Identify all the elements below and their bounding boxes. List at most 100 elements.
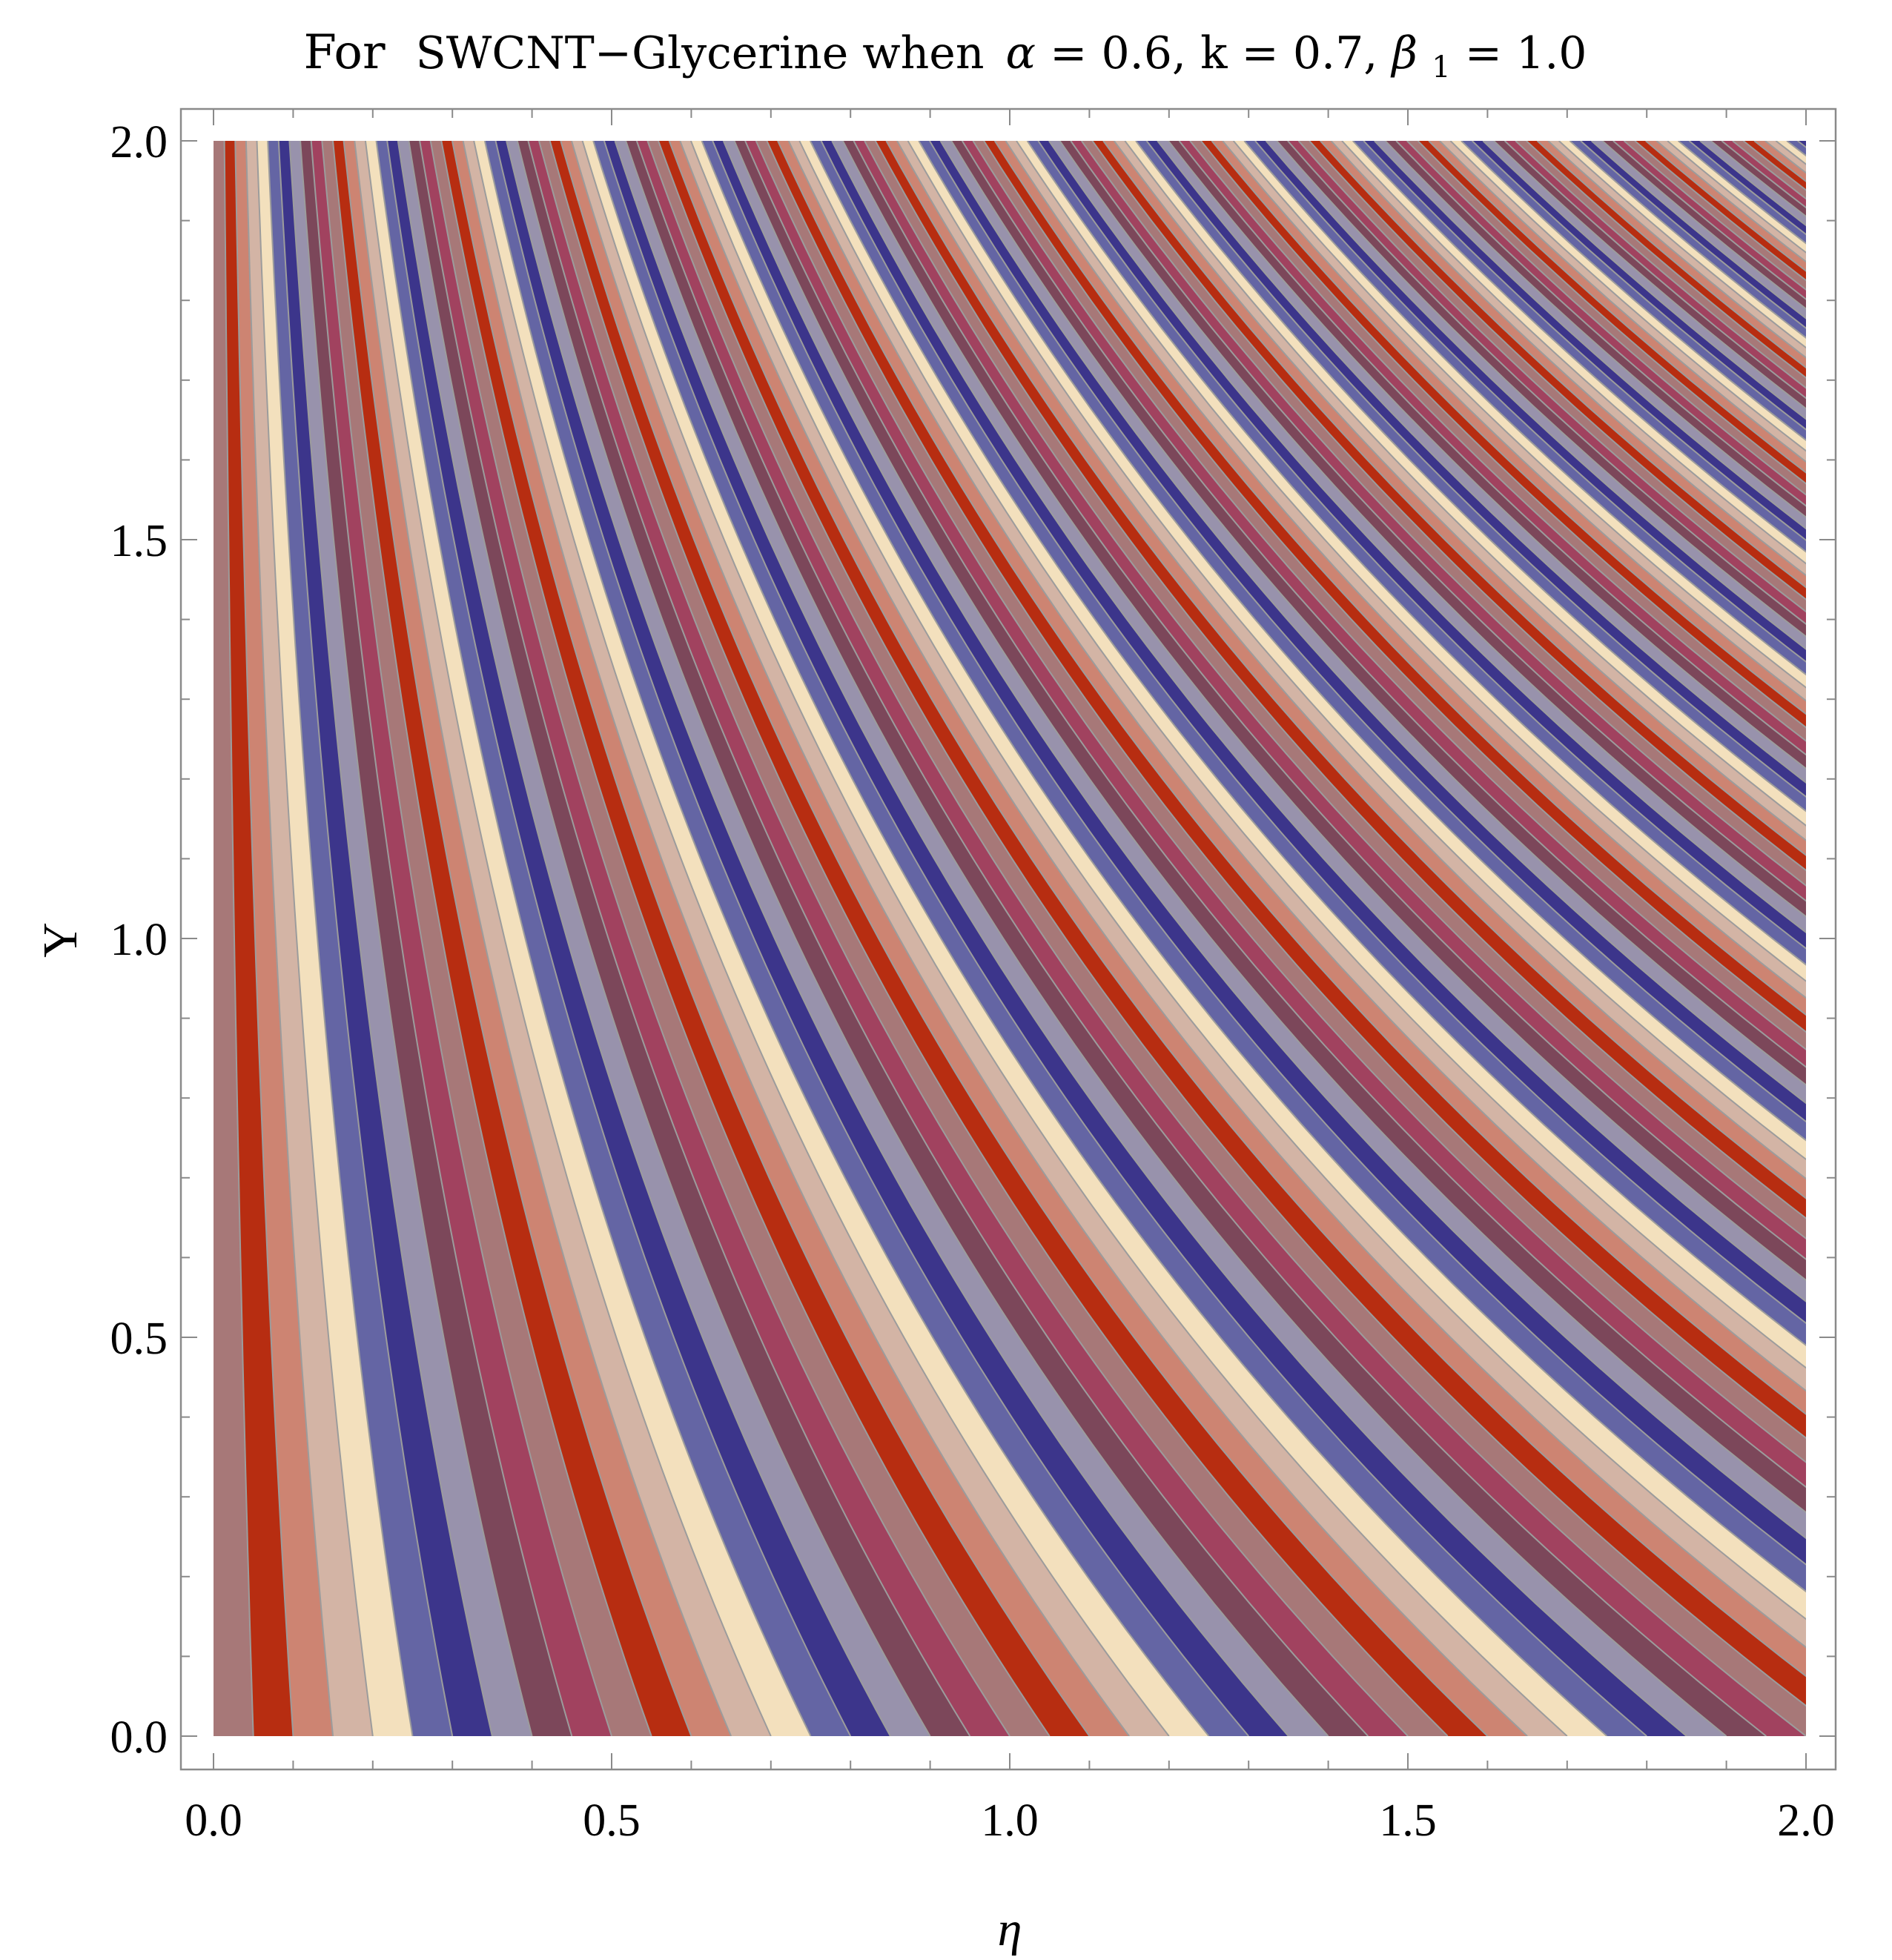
contour-line-27: [506, 141, 1289, 1736]
contour-line-117: [1482, 141, 1806, 420]
contour-band-97: [1266, 141, 1806, 649]
contour-line-79: [1070, 141, 1806, 902]
contour-band-123: [1548, 141, 1806, 358]
contour-band-91: [1200, 141, 1806, 728]
y-axis-label: Y: [33, 922, 87, 958]
y-tick-labels: 0.0 0.5 1.0 1.5 2.0: [110, 117, 168, 1763]
contour-line-87: [1157, 141, 1806, 784]
contour-line-55: [810, 141, 1806, 1347]
contour-band-124: [1558, 141, 1806, 348]
contour-line-88: [1168, 141, 1806, 769]
title-beta-symbol: β: [1390, 27, 1418, 79]
contour-band-92: [1211, 141, 1806, 715]
contour-line-86: [1145, 141, 1806, 798]
contour-line-59: [853, 141, 1806, 1260]
contour-line-51: [766, 141, 1806, 1440]
contour-line-11: [332, 141, 652, 1736]
contour-band-1: [224, 141, 294, 1736]
contour-line-78: [1059, 141, 1806, 918]
contour-line-22: [452, 141, 1091, 1736]
contour-line-97: [1265, 141, 1806, 650]
title-beta-subscript: 1: [1432, 50, 1450, 85]
contour-line-37: [614, 141, 1687, 1736]
contour-line-75: [1026, 141, 1806, 966]
contour-line-54: [798, 141, 1806, 1369]
contour-line-36: [603, 141, 1647, 1736]
contour-band-145: [1787, 141, 1806, 156]
contour-line-56: [820, 141, 1806, 1325]
contour-band-130: [1624, 141, 1806, 290]
contour-line-83: [1113, 141, 1806, 841]
contour-band-121: [1526, 141, 1806, 378]
contour-line-64: [907, 141, 1806, 1161]
contour-line-90: [1189, 141, 1806, 742]
contour-line-41: [658, 141, 1806, 1707]
contour-band-99: [1287, 141, 1806, 624]
contour-line-104: [1341, 141, 1806, 565]
contour-band-110: [1406, 141, 1806, 495]
contour-line-106: [1363, 141, 1806, 541]
contour-line-10: [321, 141, 612, 1736]
contour-line-49: [744, 141, 1806, 1489]
contour-line-23: [462, 141, 1130, 1736]
contour-line-4: [256, 141, 374, 1736]
contour-line-38: [625, 141, 1727, 1736]
contour-band-4: [257, 141, 413, 1736]
contour-line-69: [961, 141, 1806, 1068]
contour-line-26: [494, 141, 1249, 1736]
y-tick-label: 1.0: [110, 915, 168, 965]
contour-line-12: [343, 141, 692, 1736]
contour-line-85: [1135, 141, 1806, 812]
contour-line-72: [993, 141, 1806, 1016]
contour-line-74: [1016, 141, 1806, 982]
contour-band-89: [1179, 141, 1806, 755]
contour-line-103: [1330, 141, 1806, 577]
y-tick-label: 0.5: [110, 1314, 168, 1364]
title-beta-value: = 1.0: [1465, 27, 1587, 79]
contour-line-9: [310, 141, 573, 1736]
contour-line-77: [1048, 141, 1806, 934]
title-alpha-symbol: α: [1006, 27, 1036, 79]
contour-line-33: [571, 141, 1528, 1736]
contour-band-88: [1168, 141, 1806, 769]
contour-line-102: [1320, 141, 1806, 589]
contour-line-65: [918, 141, 1806, 1142]
contour-line-32: [560, 141, 1489, 1736]
x-tick-label: 0.0: [185, 1795, 242, 1846]
x-axis-label: η: [998, 1902, 1022, 1956]
contour-line-5: [267, 141, 414, 1736]
contour-band-128: [1602, 141, 1806, 309]
contour-line-31: [549, 141, 1449, 1736]
contour-band-119: [1504, 141, 1806, 399]
contour-line-109: [1395, 141, 1806, 507]
contour-band-102: [1320, 141, 1806, 588]
contour-line-98: [1276, 141, 1806, 638]
contour-band-127: [1591, 141, 1806, 319]
contour-line-91: [1200, 141, 1806, 729]
contour-line-115: [1461, 141, 1806, 441]
contour-band-120: [1515, 141, 1806, 388]
contour-line-113: [1439, 141, 1806, 463]
title-alpha-value: = 0.6, k = 0.7,: [1050, 27, 1377, 79]
contour-line-20: [429, 141, 1010, 1736]
contour-band-111: [1418, 141, 1806, 484]
contour-line-18: [408, 141, 931, 1736]
contour-line-81: [1091, 141, 1806, 872]
contour-line-28: [516, 141, 1329, 1736]
contour-line-67: [939, 141, 1806, 1105]
contour-bands: [214, 141, 1806, 1736]
contour-line-112: [1428, 141, 1806, 474]
title-prefix: For: [304, 25, 386, 80]
contour-line-47: [722, 141, 1806, 1540]
contour-line-100: [1297, 141, 1806, 613]
contour-band-90: [1190, 141, 1806, 741]
contour-lines: [223, 141, 1806, 1736]
contour-line-42: [668, 141, 1806, 1678]
contour-line-93: [1222, 141, 1806, 702]
contour-line-7: [288, 141, 493, 1736]
contour-band-126: [1581, 141, 1806, 328]
contour-line-53: [787, 141, 1806, 1392]
contour-band-103: [1331, 141, 1806, 576]
contour-line-111: [1417, 141, 1806, 485]
